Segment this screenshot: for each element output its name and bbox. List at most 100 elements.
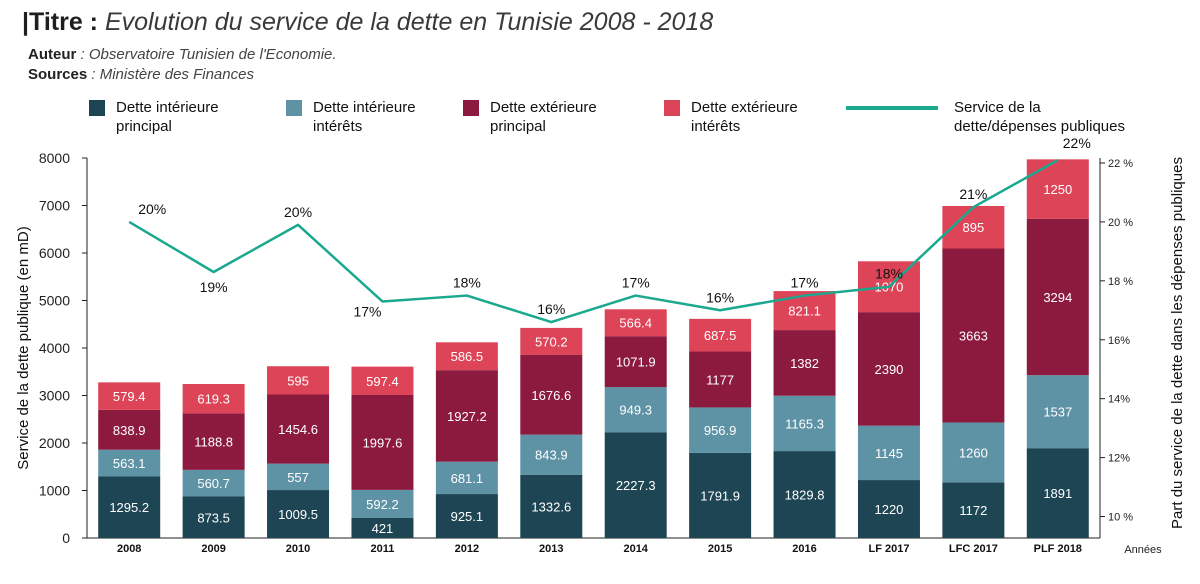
bar-value-label: 1145 [875,446,903,461]
x-tick-label: 2016 [792,543,816,555]
bar-segment [267,394,330,464]
y-tick-label: 6000 [39,245,70,261]
x-tick-label: 2010 [286,543,310,555]
bar-value-label: 2227.3 [616,478,656,493]
bar-segment [604,336,667,388]
bar-value-label: 566.4 [619,316,652,331]
y-tick-label: 3000 [39,388,70,404]
bar-segment [857,425,920,481]
bar-segment [182,496,245,538]
bar-value-label: 1220 [874,502,903,517]
legend-label: dette/dépenses publiques [954,118,1125,135]
title-text: Evolution du service de la dette en Tuni… [104,8,714,36]
y-tick-label: 5000 [39,293,70,309]
legend-swatch [286,100,302,116]
ratio-label: 17% [353,303,381,319]
y-tick-label: 8000 [39,150,70,166]
sources-line: Sources : Ministère des Finances [28,66,254,83]
bar-value-label: 2390 [874,362,903,377]
y-tick-label: 2000 [39,435,70,451]
y-tick-label: 7000 [39,198,70,214]
bar-value-label: 1997.6 [363,435,403,450]
legend-label: Dette extérieure [490,99,597,116]
bar-value-label: 579.4 [113,389,146,404]
legend-swatch [463,100,479,116]
bar-segment [267,463,330,491]
bar-value-label: 1332.6 [531,499,571,514]
y2-tick-label: 12% [1108,453,1130,465]
x-tick-label: 2013 [539,543,563,555]
x-tick-label: 2014 [623,543,648,555]
y2-tick-label: 14% [1108,394,1130,406]
bar-value-label: 1165.3 [785,416,824,431]
bar-segment [604,432,667,538]
x-tick-label: LF 2017 [868,543,909,555]
legend-swatch [89,100,105,116]
bar-segment [351,394,414,490]
bar-value-label: 586.5 [451,349,484,364]
legend-label: principal [116,118,172,135]
bar-segment [520,474,583,538]
bar-segment [435,461,498,495]
bar-value-label: 1891 [1043,486,1072,501]
ratio-label: 18% [453,275,481,291]
bar-segment [520,354,583,435]
bar-segment [604,387,667,433]
ratio-label: 16% [706,289,734,305]
author-line: Auteur : Observatoire Tunisien de l'Econ… [28,46,337,63]
y2-tick-label: 10 % [1108,512,1133,524]
legend-label: Dette intérieure [313,99,416,116]
x-tick-label: 2011 [371,543,395,555]
bar-segment [182,413,245,470]
bar-value-label: 843.9 [535,448,568,463]
bar-value-label: 570.2 [535,334,568,349]
bar-value-label: 3294 [1043,290,1072,305]
ratio-label: 20% [284,204,312,220]
bar-segment [98,449,161,477]
bar-value-label: 949.3 [619,403,652,418]
legend-label: Service de la [954,99,1041,116]
legend-label: intérêts [313,118,362,135]
ratio-label: 17% [791,275,819,291]
chart-title: |Titre : Evolution du service de la dett… [22,8,713,37]
bar-segment [773,451,836,538]
y-tick-label: 1000 [39,483,70,499]
y2-axis-title: Part du service de la dette dans les dép… [1169,157,1186,529]
bar-segment [773,330,836,396]
bar-segment [689,351,752,408]
bar-segment [689,407,752,453]
bar-value-label: 687.5 [704,328,737,343]
bar-value-label: 1927.2 [447,409,487,424]
bar-segment [857,312,920,426]
bar-segment [689,318,752,352]
bar-value-label: 1295.2 [109,500,149,515]
y2-tick-label: 20 % [1108,217,1133,229]
sources-value: : Ministère des Finances [91,66,254,83]
bar-segment [857,480,920,538]
bar-segment [351,518,414,538]
bar-value-label: 560.7 [197,476,230,491]
bar-segment [435,342,498,371]
bar-value-label: 563.1 [113,456,146,471]
bar-segment [1026,448,1089,538]
bar-segment [773,291,836,331]
bar-segment [942,248,1005,423]
bar-segment [267,366,330,395]
ratio-label: 16% [537,301,565,317]
title-prefix: |Titre : [22,8,98,36]
bar-value-label: 597.4 [366,374,399,389]
ratio-line [128,158,1059,324]
bar-value-label: 1676.6 [531,388,571,403]
bar-value-label: 1791.9 [700,488,740,503]
bar-segment [182,469,245,497]
bar-segment [520,327,583,355]
bar-value-label: 1829.8 [785,488,825,503]
bar-segment [942,482,1005,538]
legend-label: intérêts [691,118,740,135]
bar-value-label: 1250 [1043,182,1072,197]
bar-value-label: 681.1 [451,471,484,486]
legend-label: principal [490,118,546,135]
bar-segment [1026,375,1089,449]
bar-value-label: 1260 [959,445,988,460]
y2-tick-label: 18 % [1108,276,1133,288]
